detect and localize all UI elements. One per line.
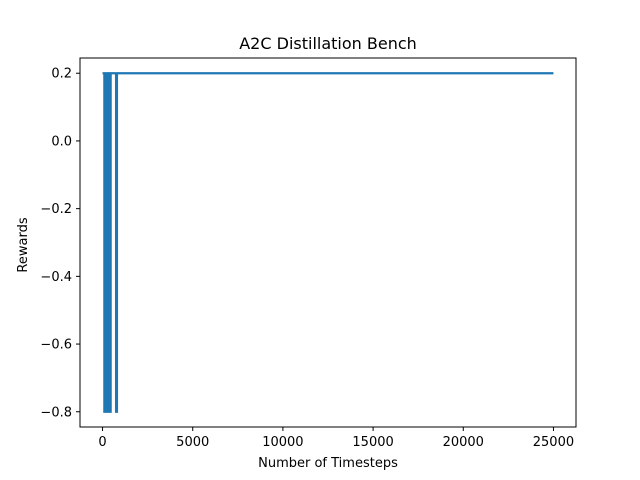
reward-series-line [102, 72, 554, 413]
x-tick-label: 15000 [352, 435, 393, 450]
chart-title: A2C Distillation Bench [239, 34, 417, 53]
x-axis-ticks: 0 5000 10000 15000 20000 25000 [98, 427, 574, 450]
y-tick-label: −0.6 [40, 338, 72, 353]
y-tick-label: 0.2 [51, 67, 72, 82]
x-axis-label: Number of Timesteps [258, 456, 398, 471]
axes-frame [79, 57, 577, 428]
y-tick-label: −0.2 [40, 202, 72, 217]
x-tick-label: 25000 [533, 435, 574, 450]
x-tick-label: 5000 [176, 435, 209, 450]
y-tick-label: −0.4 [40, 270, 72, 285]
plot-area [102, 72, 554, 413]
y-tick-label: 0.0 [51, 134, 72, 149]
y-axis-ticks: 0.2 0.0 −0.2 −0.4 −0.6 −0.8 [40, 67, 80, 420]
x-tick-label: 20000 [443, 435, 484, 450]
y-tick-label: −0.8 [40, 405, 72, 420]
x-tick-label: 0 [98, 435, 106, 450]
y-axis-label: Rewards [16, 217, 31, 272]
x-tick-label: 10000 [262, 435, 303, 450]
